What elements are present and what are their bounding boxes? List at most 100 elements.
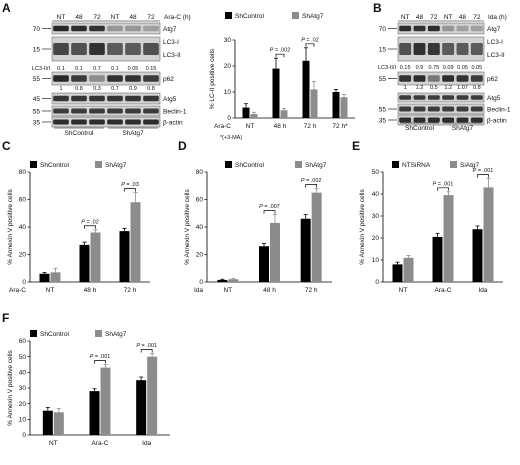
bar-siatg7-2 <box>483 187 494 282</box>
x-tick-label: Ida <box>142 440 151 447</box>
bar-shatg7-2 <box>147 356 158 435</box>
actin-band <box>107 119 123 125</box>
significance-bracket <box>305 184 318 188</box>
mw-marker: 55 <box>33 76 41 83</box>
significance-bracket <box>140 349 153 353</box>
p62-band <box>427 75 440 82</box>
mw-marker: 45 <box>33 96 41 103</box>
band-label: Beclin-1 <box>163 108 187 115</box>
legend-swatch <box>295 161 302 168</box>
y-tick-label: 60 <box>19 338 27 345</box>
bar-shcontrol-2 <box>136 380 147 435</box>
bar-shatg7-0 <box>53 412 64 435</box>
actin-band <box>427 117 440 123</box>
bar-ntsirna-0 <box>392 264 403 282</box>
p-value-label: P = .02 <box>301 37 319 43</box>
mw-marker: 35 <box>33 119 41 126</box>
ratio-label: LC3-II/I <box>32 66 51 72</box>
y-axis-label: % Annexin V positive cells <box>7 349 14 425</box>
p62-value: 0.8 <box>75 86 83 92</box>
y-tick-label: 20 <box>372 235 380 242</box>
actin-band <box>53 119 69 125</box>
atg5-band <box>71 95 87 102</box>
mw-marker: 55 <box>379 106 387 113</box>
p-value-label: P = .002 <box>301 178 322 184</box>
y-tick-label: 20 <box>196 252 204 259</box>
x-tick-label: 48 h <box>263 287 276 294</box>
beclin1-band <box>125 108 141 114</box>
mw-marker: 15 <box>33 46 41 53</box>
ratio-value: 0.1 <box>111 66 119 72</box>
atg7-strip <box>51 22 161 35</box>
bar-shcontrol-2 <box>119 231 130 282</box>
bar-shcontrol-0 <box>39 273 50 282</box>
actin-band <box>143 119 159 125</box>
legend-swatch <box>292 12 299 19</box>
lc3-band <box>143 43 159 55</box>
atg5-band <box>442 95 455 100</box>
p62-value: 1 <box>404 85 407 91</box>
atg5-band <box>456 95 469 100</box>
ratio-value: 0.09 <box>443 65 454 71</box>
ratio-value: 0.15 <box>146 66 157 72</box>
p62-band <box>53 75 69 82</box>
atg5-band <box>470 95 483 100</box>
beclin1-band <box>71 108 87 114</box>
lane-label: 48 <box>416 14 424 21</box>
p-value-label: P = .02 <box>81 219 99 225</box>
bar-siatg7-0 <box>403 257 414 282</box>
p62-band <box>442 75 455 82</box>
actin-band <box>125 119 141 125</box>
band-label: Atg7 <box>487 26 501 33</box>
legend-swatch <box>95 161 102 168</box>
y-tick-label: 60 <box>19 197 27 204</box>
atg5-band <box>107 95 123 102</box>
lane-label: 72 <box>430 14 438 21</box>
ratio-value: 0.7 <box>93 66 101 72</box>
lc3-band <box>125 43 141 55</box>
p62-value: 1 <box>59 86 62 92</box>
band-label: p62 <box>163 76 174 83</box>
atg5-band <box>143 95 159 102</box>
lane-label: 72 <box>147 14 155 21</box>
y-axis-label: % Annexin V positive cells <box>359 188 366 264</box>
actin-band <box>89 119 105 125</box>
y-tick-label: 0 <box>375 279 379 286</box>
y-tick-label: 50 <box>19 354 27 361</box>
bar-shcontrol-1 <box>89 391 100 435</box>
x-row-label: Ara-C <box>214 123 231 130</box>
legend-label: ShControl <box>40 331 69 338</box>
bar-ntsirna-2 <box>472 229 483 282</box>
x-tick-label: 48 h <box>274 123 287 130</box>
lc3-band <box>470 43 483 55</box>
ratio-value: 0.15 <box>400 65 411 71</box>
actin-band <box>399 117 412 123</box>
band-label: Beclin-1 <box>487 106 511 113</box>
atg7-band <box>71 25 87 32</box>
significance-bracket <box>263 210 276 214</box>
significance-bracket <box>94 360 106 364</box>
y-tick-label: 60 <box>196 197 204 204</box>
band-label: p62 <box>487 76 498 83</box>
significance-bracket <box>124 188 136 192</box>
mw-marker: 55 <box>33 108 41 115</box>
p62-value: 0.9 <box>129 86 137 92</box>
atg7-band <box>53 25 69 32</box>
y-tick-label: 80 <box>196 169 204 176</box>
x-tick-label: Ida <box>478 287 487 294</box>
chart-a: 0 10 20 30 % LC-II positive cells NT 48 h 72 h 7… <box>209 12 355 141</box>
p-value-label: P = .001 <box>136 343 157 349</box>
panel-letter-e: E <box>352 139 360 153</box>
x-tick-label: 72 h <box>124 287 137 294</box>
y-tick-label: 50 <box>372 169 380 176</box>
atg7-band <box>427 25 440 32</box>
bar-shcontrol-1 <box>272 68 280 118</box>
bar-shatg7-0 <box>250 114 258 118</box>
lane-label: 48 <box>75 14 83 21</box>
ratio-value: 0.05 <box>471 65 482 71</box>
legend-label: ShControl <box>40 162 69 169</box>
group-label: ShAtg7 <box>122 130 144 137</box>
bar-shcontrol-3 <box>332 92 340 118</box>
x-row-label: Ara-C <box>9 287 26 294</box>
band-label: Atg5 <box>163 96 177 103</box>
